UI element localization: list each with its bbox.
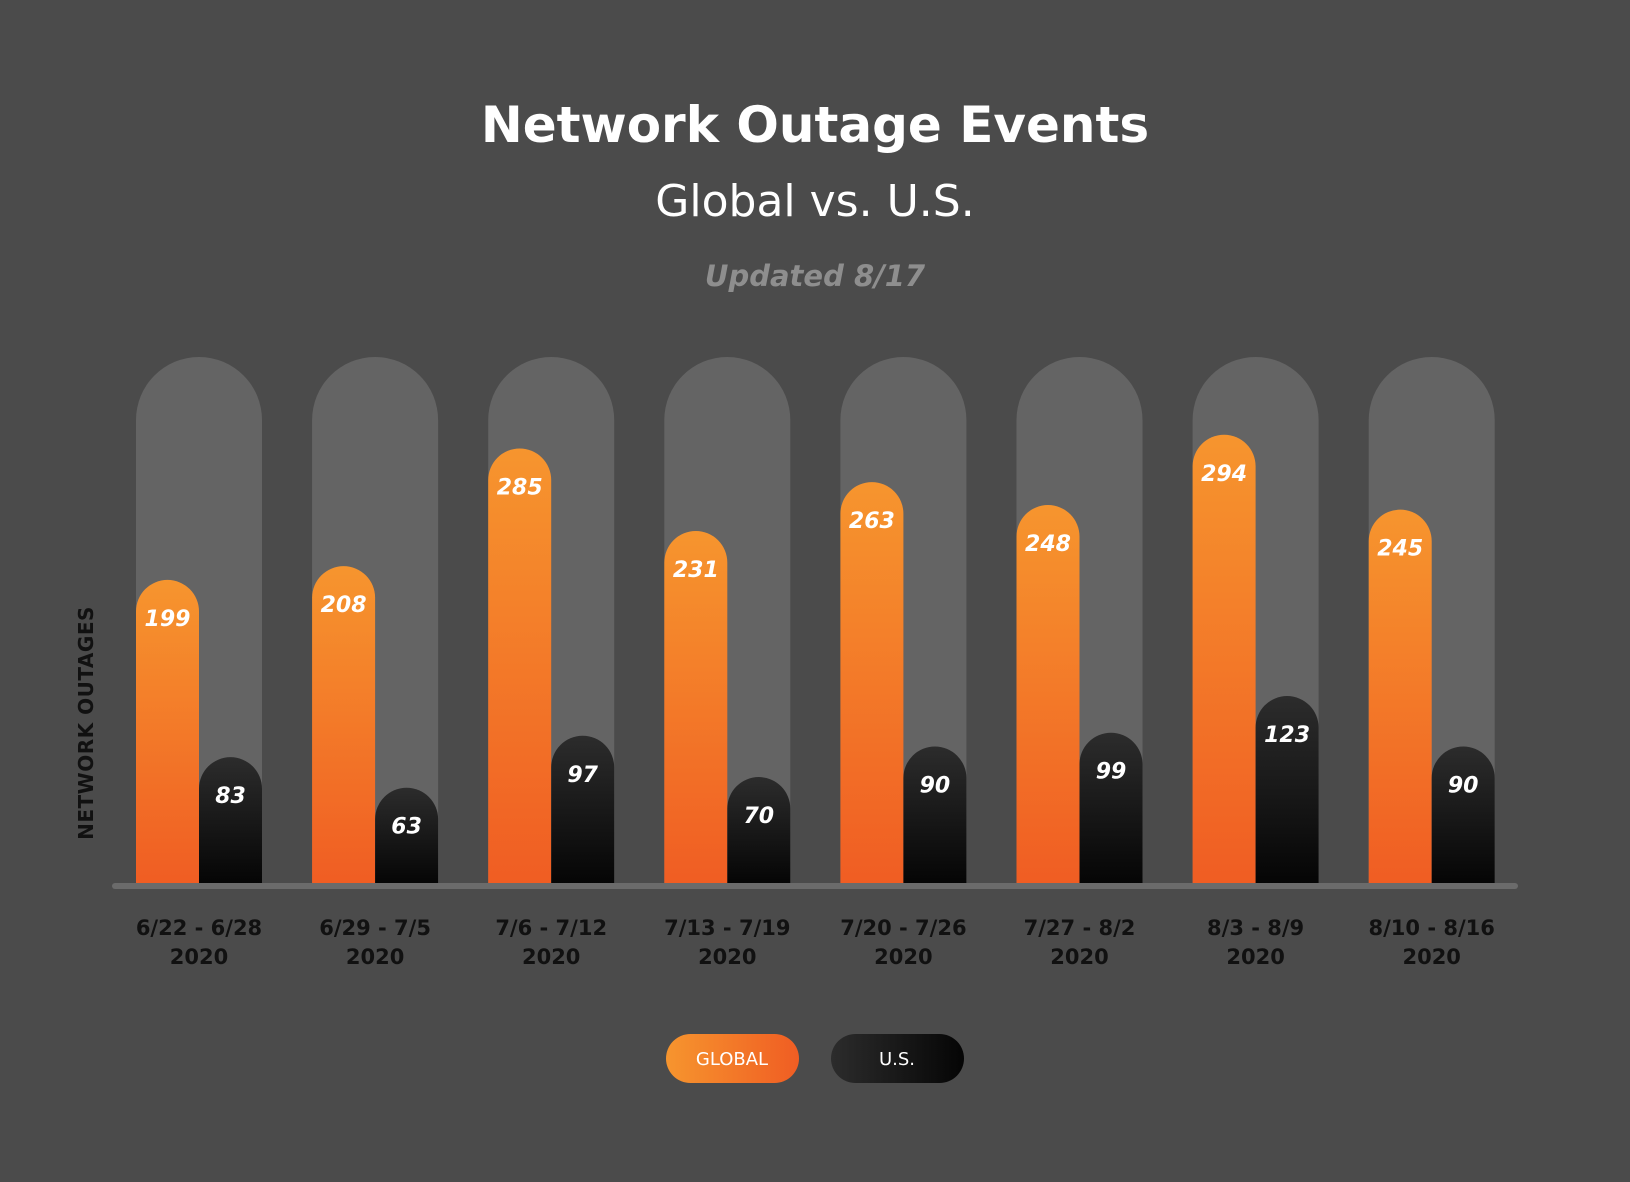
legend-item-us: U.S. [831,1034,964,1083]
bar-global-1 [136,579,199,884]
value-label-global-3: 285 [497,476,543,501]
x-axis-baseline [112,883,1518,889]
value-label-global-4: 231 [673,558,719,583]
value-label-us-8: 90 [1448,773,1479,798]
bar-global-5 [840,482,904,884]
chart-title: Network Outage Events [481,96,1149,154]
y-axis-label: NETWORK OUTAGES [74,606,98,840]
legend-swatch-us [831,1034,964,1083]
bar-us-2 [375,787,439,884]
x-tick-1-line-1: 6/22 - 6/28 [136,916,262,940]
bar-us-7 [1255,696,1319,884]
x-tick-7-line-1: 8/3 - 8/9 [1207,916,1304,940]
bar-us-4 [727,777,791,884]
bar-us-6 [1079,732,1143,884]
value-label-us-2: 63 [391,815,422,840]
bar-us-5 [903,746,967,884]
bar-global-3 [488,448,552,884]
bar-global-6 [1016,505,1080,884]
value-label-global-8: 245 [1377,537,1423,562]
bar-us-1 [199,757,262,884]
value-label-us-7: 123 [1264,723,1310,748]
value-label-global-2: 208 [321,593,367,618]
x-tick-5-line-2: 2020 [874,945,932,969]
x-tick-7-line-2: 2020 [1226,945,1284,969]
x-tick-labels: 6/22 - 6/28 2020 6/29 - 7/5 2020 7/6 - 7/12 2… [136,916,1495,969]
updated-note: Updated 8/17 [705,259,926,293]
value-label-us-5: 90 [920,773,951,798]
x-tick-2-line-2: 2020 [346,945,404,969]
value-label-global-1: 199 [145,607,191,632]
value-label-us-4: 70 [743,804,774,829]
bars: 199 83 208 63 285 97 231 70 263 90 248 99 294 123 245 9… [136,434,1495,884]
bar-global-8 [1368,509,1432,884]
bar-us-3 [551,735,615,884]
x-tick-5-line-1: 7/20 - 7/26 [840,916,966,940]
bar-global-2 [312,566,376,884]
value-label-us-1: 83 [215,784,246,809]
value-label-us-3: 97 [567,763,598,788]
x-tick-6-line-1: 7/27 - 8/2 [1024,916,1136,940]
x-tick-3-line-2: 2020 [522,945,580,969]
legend-item-global: GLOBAL [666,1034,799,1083]
x-tick-3-line-1: 7/6 - 7/12 [495,916,607,940]
x-tick-4-line-1: 7/13 - 7/19 [664,916,790,940]
x-tick-8-line-2: 2020 [1402,945,1460,969]
legend-label-us: U.S. [879,1049,915,1070]
x-tick-1-line-2: 2020 [170,945,228,969]
value-label-us-6: 99 [1096,760,1127,785]
legend-label-global: GLOBAL [696,1049,768,1070]
x-tick-6-line-2: 2020 [1050,945,1108,969]
legend: GLOBAL U.S. [666,1034,964,1083]
bar-us-8 [1431,746,1495,884]
legend-swatch-global [666,1034,799,1083]
chart-subtitle: Global vs. U.S. [655,176,974,227]
value-label-global-6: 248 [1025,532,1071,557]
bar-global-7 [1192,434,1256,884]
value-label-global-7: 294 [1201,462,1247,487]
x-tick-4-line-2: 2020 [698,945,756,969]
bar-global-4 [664,531,728,884]
value-label-global-5: 263 [849,509,895,534]
x-tick-8-line-1: 8/10 - 8/16 [1369,916,1495,940]
x-tick-2-line-1: 6/29 - 7/5 [319,916,431,940]
